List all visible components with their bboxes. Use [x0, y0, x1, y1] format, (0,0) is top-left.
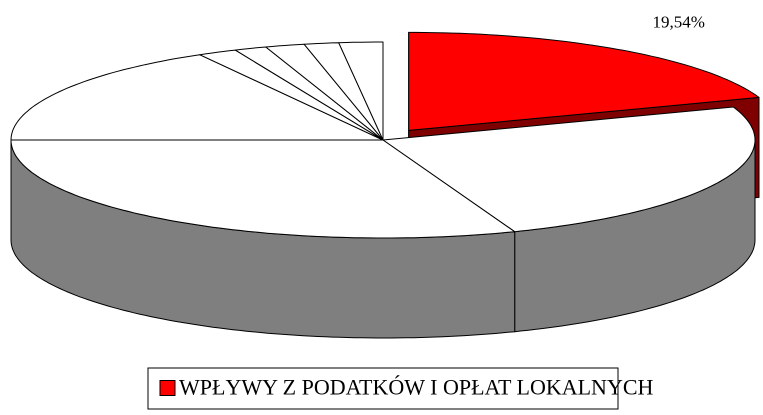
slice: [234, 46, 384, 141]
legend-label: WPŁYWY Z PODATKÓW I OPŁAT LOKALNYCH: [179, 375, 654, 400]
slice: [199, 49, 384, 141]
slice: [265, 43, 384, 141]
slice: [10, 54, 384, 141]
slice: [338, 41, 384, 141]
slice: [408, 31, 760, 131]
slice: [382, 106, 756, 233]
legend-box: [147, 367, 619, 410]
slice: [303, 42, 384, 141]
data-label: 19,54%: [653, 13, 705, 32]
legend-swatch: [159, 380, 176, 396]
slice: [10, 139, 516, 239]
